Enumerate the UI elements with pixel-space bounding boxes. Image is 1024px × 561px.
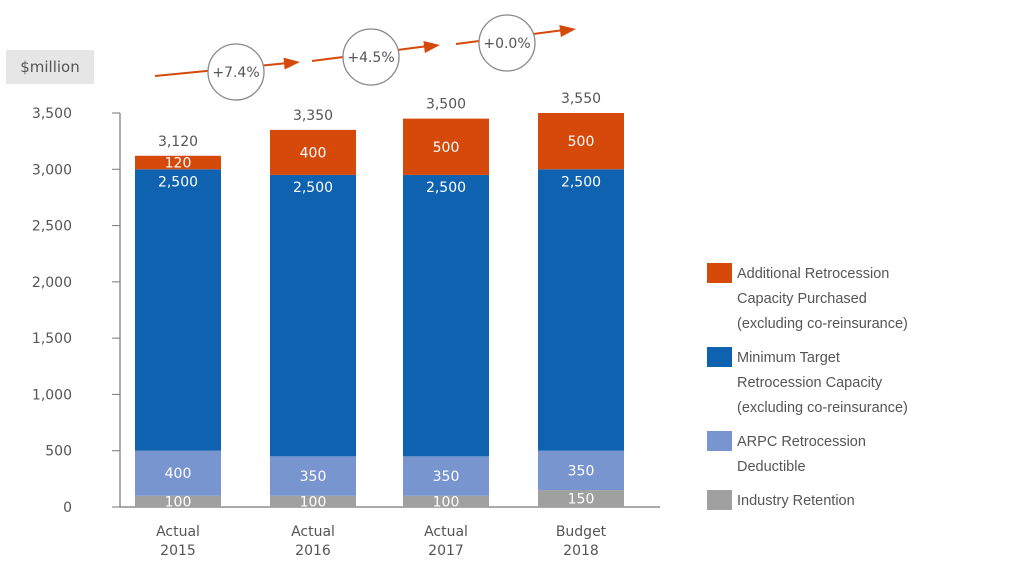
data-label: 150 [568, 492, 595, 508]
y-tick-label: 3,000 [32, 162, 72, 178]
legend-item: Industry Retention [707, 489, 1017, 514]
y-tick-label: 1,500 [32, 331, 72, 347]
data-label: 100 [433, 494, 460, 510]
data-label: 350 [300, 469, 327, 485]
legend-item: ARPC Retrocession Deductible [707, 430, 1017, 480]
data-label: 2,500 [158, 174, 198, 190]
growth-label: +7.4% [212, 65, 259, 81]
bar-segment [135, 495, 221, 507]
x-tick-label: 2017 [428, 543, 464, 559]
bar-segment [538, 450, 624, 491]
data-label: 350 [433, 469, 460, 485]
data-label: 2,500 [561, 174, 601, 190]
bar-segment [403, 456, 489, 496]
bar-segment [538, 490, 624, 507]
legend-label: Minimum Target Retrocession Capacity (ex… [737, 350, 908, 416]
legend-swatch [707, 431, 732, 451]
legend-swatch [707, 263, 732, 283]
bar-segment [538, 113, 624, 170]
legend-label: Additional Retrocession Capacity Purchas… [737, 266, 908, 332]
bar-segment [135, 450, 221, 496]
x-tick-label: Actual [156, 524, 200, 540]
y-tick-label: 0 [63, 500, 72, 516]
data-label: 120 [165, 156, 192, 172]
growth-circle [207, 43, 265, 101]
x-tick-label: Actual [291, 524, 335, 540]
growth-circle [478, 14, 536, 72]
arrow-head-icon [283, 57, 300, 70]
x-tick-label: 2015 [160, 543, 196, 559]
total-label: 3,120 [158, 134, 198, 150]
data-label: 400 [300, 145, 327, 161]
y-tick-label: 2,500 [32, 219, 72, 235]
legend-item: Additional Retrocession Capacity Purchas… [707, 262, 1017, 337]
x-tick-label: Actual [424, 524, 468, 540]
arrow-head-icon [423, 41, 440, 53]
growth-circle [342, 28, 400, 86]
data-label: 400 [165, 466, 192, 482]
bar-segment [538, 169, 624, 451]
bar-segment [135, 155, 221, 170]
x-tick-label: 2016 [295, 543, 331, 559]
legend: Additional Retrocession Capacity Purchas… [707, 262, 1017, 523]
y-tick-label: 3,500 [32, 106, 72, 122]
total-label: 3,350 [293, 108, 333, 124]
bar-segment [135, 169, 221, 451]
y-tick-label: 1,000 [32, 387, 72, 403]
data-label: 100 [165, 494, 192, 510]
data-label: 2,500 [293, 180, 333, 196]
bar-segment [270, 495, 356, 507]
data-label: 500 [568, 134, 595, 150]
bar-segment [403, 118, 489, 175]
data-label: 500 [433, 140, 460, 156]
growth-label: +4.5% [347, 50, 394, 66]
arrow-head-icon [559, 25, 576, 37]
legend-swatch [707, 490, 732, 510]
unit-label: $million [6, 50, 94, 84]
data-label: 2,500 [426, 180, 466, 196]
legend-label: Industry Retention [737, 493, 855, 509]
legend-label: ARPC Retrocession Deductible [737, 434, 866, 475]
y-tick-label: 500 [45, 444, 72, 460]
bar-segment [403, 495, 489, 507]
bar-segment [270, 456, 356, 496]
growth-label: +0.0% [483, 36, 530, 52]
bar-segment [270, 129, 356, 175]
y-tick-label: 2,000 [32, 275, 72, 291]
total-label: 3,550 [561, 91, 601, 107]
data-label: 350 [568, 463, 595, 479]
legend-item: Minimum Target Retrocession Capacity (ex… [707, 346, 1017, 421]
legend-swatch [707, 347, 732, 367]
total-label: 3,500 [426, 97, 466, 113]
data-label: 100 [300, 494, 327, 510]
bar-segment [403, 174, 489, 457]
x-tick-label: 2018 [563, 543, 599, 559]
bar-segment [270, 174, 356, 457]
x-tick-label: Budget [556, 524, 607, 540]
